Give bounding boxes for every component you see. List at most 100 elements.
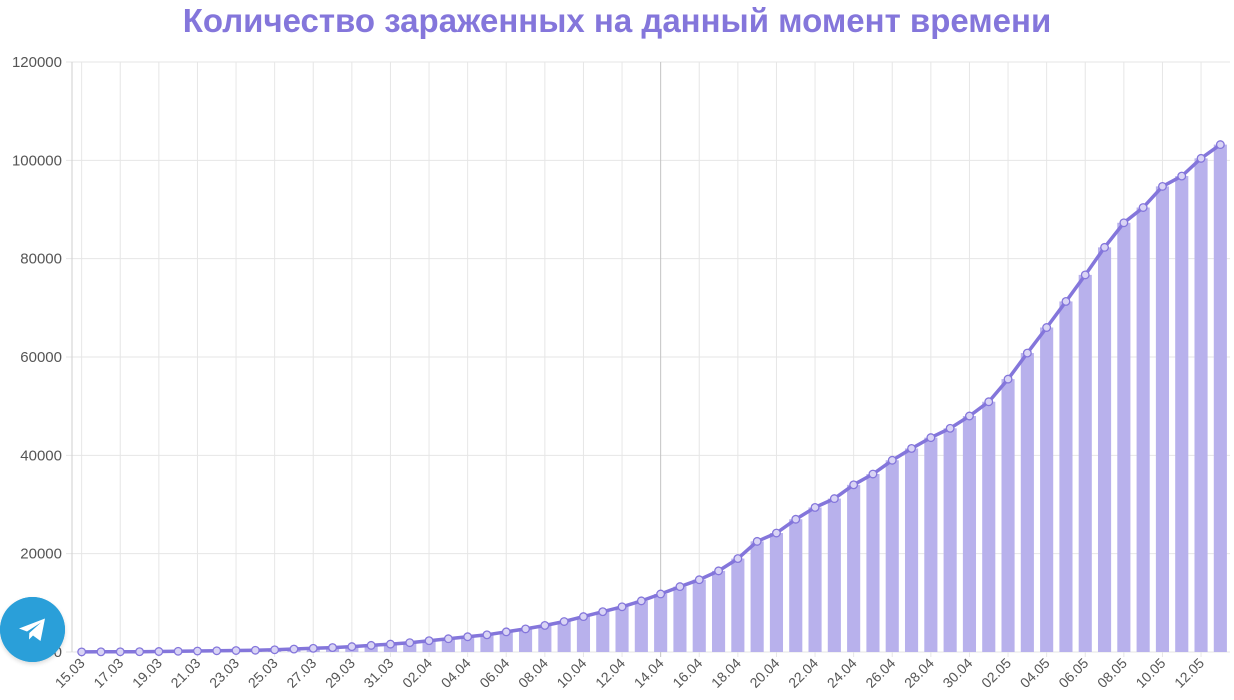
bar bbox=[615, 606, 629, 652]
x-tick-label: 10.04 bbox=[553, 655, 589, 691]
data-point bbox=[540, 621, 550, 630]
x-tick-label: 18.04 bbox=[708, 655, 744, 691]
x-tick-label: 19.03 bbox=[129, 655, 165, 691]
bar bbox=[499, 631, 513, 652]
data-point bbox=[212, 646, 222, 656]
x-tick-label: 20.04 bbox=[746, 655, 782, 691]
data-point bbox=[772, 528, 781, 538]
x-tick-label: 08.05 bbox=[1094, 655, 1130, 691]
y-tick-label: 120000 bbox=[12, 54, 62, 71]
x-tick-label: 14.04 bbox=[631, 655, 667, 691]
x-tick-label: 06.04 bbox=[476, 655, 512, 691]
x-tick-label: 29.03 bbox=[322, 655, 358, 691]
bar bbox=[808, 507, 822, 652]
data-point bbox=[1061, 296, 1071, 306]
bar bbox=[518, 628, 533, 652]
data-point bbox=[501, 627, 511, 637]
data-point bbox=[926, 433, 936, 443]
data-point bbox=[77, 647, 87, 657]
data-point bbox=[443, 634, 453, 644]
data-point bbox=[135, 647, 144, 657]
x-tick-label: 10.05 bbox=[1132, 655, 1168, 691]
bar bbox=[827, 498, 841, 652]
x-tick-label: 26.04 bbox=[862, 655, 898, 691]
data-point bbox=[115, 647, 125, 657]
bar bbox=[924, 437, 938, 652]
data-point bbox=[907, 444, 916, 453]
x-axis-ticks: 15.03 17.03 19.03 21.03 23.03 25.03 27.03 29.03… bbox=[52, 655, 1208, 691]
bar bbox=[750, 541, 764, 652]
data-point bbox=[1138, 203, 1148, 212]
bar bbox=[1097, 247, 1112, 652]
x-tick-label: 02.05 bbox=[978, 655, 1014, 691]
data-point bbox=[868, 469, 878, 479]
data-point bbox=[424, 636, 434, 646]
points-layer bbox=[77, 140, 1225, 657]
data-point bbox=[829, 494, 839, 504]
data-point bbox=[675, 582, 685, 592]
data-point bbox=[887, 455, 897, 465]
bar bbox=[982, 401, 996, 652]
data-point bbox=[366, 640, 376, 650]
data-point bbox=[1042, 323, 1052, 332]
x-tick-label: 12.05 bbox=[1171, 655, 1207, 691]
bar bbox=[1078, 274, 1092, 652]
data-point bbox=[347, 642, 357, 652]
bar bbox=[673, 586, 687, 652]
bar bbox=[692, 579, 706, 652]
data-point bbox=[1080, 270, 1090, 280]
data-point bbox=[656, 589, 666, 599]
bar bbox=[866, 474, 880, 652]
bars-layer bbox=[75, 144, 1227, 653]
data-point bbox=[1157, 181, 1167, 191]
bar bbox=[538, 625, 552, 652]
bar bbox=[1213, 144, 1227, 652]
x-tick-label: 08.04 bbox=[515, 655, 551, 691]
x-tick-label: 22.04 bbox=[785, 655, 821, 691]
data-point bbox=[791, 514, 801, 524]
telegram-button[interactable] bbox=[0, 597, 65, 662]
bar bbox=[1059, 301, 1073, 652]
grid-lines bbox=[66, 61, 1230, 657]
bar bbox=[904, 448, 919, 652]
data-point bbox=[405, 638, 415, 648]
chart-title: Количество зараженных на данный момент в… bbox=[182, 2, 1052, 39]
data-point bbox=[559, 617, 569, 626]
data-point bbox=[1100, 242, 1109, 252]
data-point bbox=[96, 647, 106, 657]
bar bbox=[847, 484, 861, 652]
x-tick-label: 04.05 bbox=[1017, 655, 1053, 691]
bar bbox=[885, 460, 899, 652]
y-tick-label: 0 bbox=[54, 644, 62, 661]
bar bbox=[731, 558, 745, 652]
data-point bbox=[521, 624, 530, 634]
data-point bbox=[328, 643, 337, 653]
bar bbox=[789, 519, 803, 652]
data-point bbox=[733, 554, 743, 564]
bar bbox=[654, 593, 668, 652]
data-point bbox=[1196, 153, 1206, 163]
bar bbox=[634, 600, 648, 652]
x-tick-label: 27.03 bbox=[283, 655, 319, 691]
x-tick-label: 30.04 bbox=[939, 655, 975, 691]
data-point bbox=[984, 397, 994, 407]
data-point bbox=[463, 632, 473, 642]
bar bbox=[1136, 207, 1150, 653]
data-point bbox=[1119, 218, 1129, 228]
x-tick-label: 28.04 bbox=[901, 655, 937, 691]
x-tick-label: 17.03 bbox=[90, 655, 126, 691]
data-point bbox=[579, 612, 588, 622]
x-tick-label: 31.03 bbox=[360, 655, 396, 691]
data-point bbox=[598, 607, 608, 617]
x-tick-label: 02.04 bbox=[399, 655, 435, 691]
data-point bbox=[250, 645, 260, 655]
x-tick-label: 16.04 bbox=[669, 655, 705, 691]
data-point bbox=[231, 646, 241, 655]
data-point bbox=[1215, 140, 1225, 150]
bar bbox=[1040, 327, 1054, 652]
data-point bbox=[714, 566, 723, 576]
bar bbox=[422, 640, 436, 652]
bar bbox=[1155, 186, 1170, 652]
x-tick-label: 21.03 bbox=[167, 655, 203, 691]
